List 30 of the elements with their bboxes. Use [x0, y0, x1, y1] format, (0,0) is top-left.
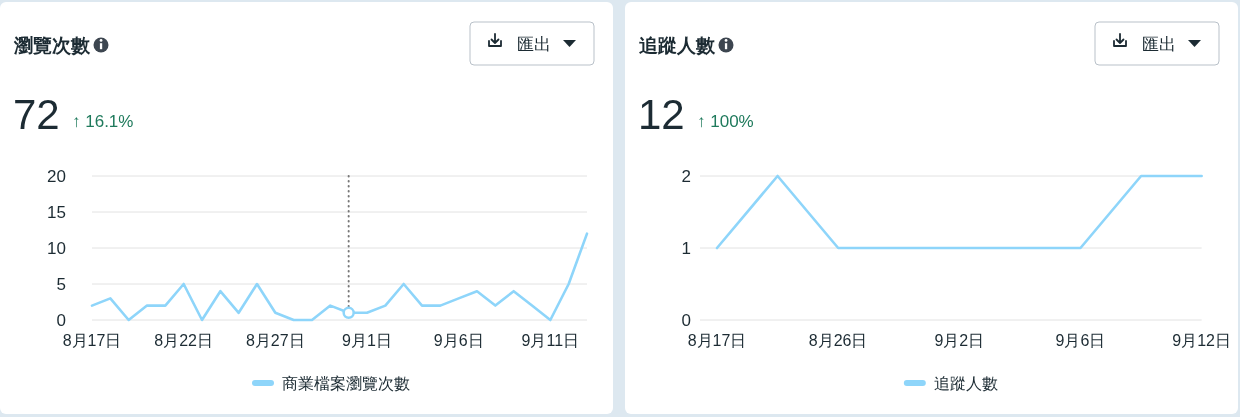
legend-label: 商業檔案瀏覽次數: [282, 375, 410, 392]
y-tick-label: 0: [681, 311, 691, 330]
y-tick-label: 10: [47, 239, 66, 258]
legend-label: 追蹤人數: [933, 375, 998, 392]
chart-title: 瀏覽次數: [13, 35, 91, 56]
text: 12: [638, 91, 685, 138]
x-tick-label: 8月17日: [687, 332, 747, 349]
text: ↑ 100%: [697, 112, 754, 131]
y-tick-label: 1: [681, 239, 691, 258]
x-tick-label: 9月2日: [934, 332, 985, 349]
y-tick-label: 15: [47, 203, 66, 222]
line-series: [90, 232, 589, 322]
chart-title: 追蹤人數: [638, 35, 716, 56]
x-tick-label: 8月26日: [808, 332, 868, 349]
y-tick-label: 2: [681, 167, 691, 186]
x-tick-label: 8月27日: [245, 332, 305, 349]
text: ↑ 16.1%: [72, 112, 134, 131]
x-tick-label: 8月17日: [62, 332, 122, 349]
x-tick-label: 9月1日: [342, 332, 392, 349]
x-tick-label: 9月12日: [1172, 332, 1231, 349]
y-tick-label: 5: [56, 275, 66, 294]
text: 匯出: [1142, 35, 1176, 54]
text: 72: [13, 91, 60, 138]
x-tick-label: 8月22日: [154, 332, 214, 349]
text: 匯出: [517, 35, 551, 54]
y-tick-label: 20: [47, 167, 66, 186]
x-tick-label: 9月6日: [433, 332, 484, 349]
x-tick-label: 9月11日: [521, 332, 580, 349]
y-tick-label: 0: [56, 311, 66, 330]
x-tick-label: 9月6日: [1055, 332, 1106, 349]
